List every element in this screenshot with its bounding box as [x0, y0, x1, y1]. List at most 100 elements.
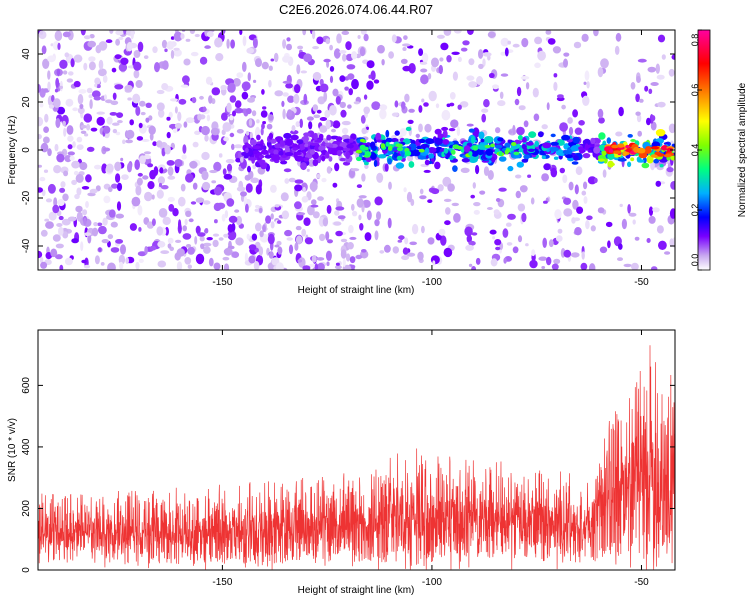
- spectrogram-cell: [554, 209, 562, 220]
- spectrogram-cell: [235, 237, 244, 246]
- spectrogram-cell: [227, 82, 236, 93]
- spectrogram-cell: [441, 126, 449, 131]
- spectrogram-cell: [52, 234, 61, 242]
- spectrogram-cell: [283, 132, 292, 139]
- spectrogram-cell: [361, 173, 366, 182]
- spectrogram-cell: [124, 84, 133, 92]
- spectrogram-y-label: Frequency (Hz): [7, 116, 18, 185]
- spectrogram-cell: [619, 203, 623, 208]
- spectrogram-cell: [287, 95, 295, 103]
- spectrogram-cell: [67, 151, 76, 156]
- spectrogram-cell: [434, 137, 444, 146]
- spectrogram-cell: [300, 162, 307, 171]
- spectrogram-cell: [43, 169, 49, 173]
- spectrogram-cell: [284, 178, 290, 184]
- spectrogram-cell: [297, 45, 304, 50]
- spectrogram-cell: [271, 154, 281, 162]
- spectrogram-cell: [351, 78, 359, 90]
- spectrogram-cell: [213, 186, 223, 196]
- spectrogram-cell: [347, 104, 352, 109]
- spectrogram-cell: [83, 113, 93, 123]
- spectrogram-cell: [137, 172, 143, 177]
- spectrogram-cell: [387, 158, 392, 165]
- colorbar-tick-label: 0.8: [690, 34, 700, 47]
- spectrogram-cell: [258, 207, 263, 214]
- spectrogram-cell: [570, 252, 580, 258]
- spectrogram-cell: [43, 126, 49, 133]
- spectrogram-cell: [412, 149, 421, 157]
- spectrogram-cell: [652, 207, 660, 213]
- spectrogram-cell: [630, 139, 636, 142]
- spectrogram-cell: [137, 251, 147, 257]
- spectrogram-cell: [39, 176, 46, 182]
- spectrogram-cell: [572, 109, 578, 118]
- spectrogram-cell: [442, 130, 448, 138]
- spectrogram-cell: [443, 30, 452, 36]
- spectrogram-cell: [105, 163, 114, 173]
- spectrogram-cell: [647, 66, 657, 73]
- spectrogram-cell: [557, 228, 563, 234]
- spectrogram-cell: [93, 96, 102, 101]
- spectrogram-cell: [387, 217, 392, 229]
- spectrogram-cell: [438, 64, 443, 75]
- spectrogram-cell: [494, 144, 503, 149]
- spectrogram-cell: [261, 89, 265, 95]
- spectrogram-cell: [344, 86, 349, 91]
- spectrogram-cell: [149, 133, 154, 141]
- spectrogram-cell: [143, 151, 152, 155]
- spectrogram-cell: [498, 156, 507, 162]
- spectrogram-cell: [507, 40, 512, 45]
- spectrogram-cell: [102, 74, 108, 83]
- spectrogram-cell: [371, 101, 381, 110]
- spectrogram-cell: [38, 134, 42, 140]
- spectrogram-cell: [106, 116, 113, 125]
- spectrogram-cell: [495, 127, 501, 134]
- spectrogram-cell: [194, 130, 201, 135]
- spectrogram-cell: [408, 161, 415, 168]
- spectrogram-cell: [129, 119, 134, 126]
- spectrogram-cell: [210, 127, 220, 136]
- spectrogram-cell: [597, 207, 605, 214]
- spectrogram-cell: [466, 234, 472, 243]
- spectrogram-cell: [319, 83, 329, 93]
- spectrogram-cell: [268, 114, 274, 121]
- spectrogram-cell: [627, 204, 631, 214]
- spectrogram-cell: [374, 219, 380, 227]
- spectrogram-cell: [250, 177, 260, 184]
- spectrogram-cell: [385, 137, 393, 143]
- spectrogram-cell: [156, 89, 165, 95]
- spectrogram-cell: [254, 208, 260, 212]
- spectrogram-cell: [650, 121, 657, 131]
- spectrogram-cell: [286, 237, 293, 241]
- spectrogram-cell: [655, 180, 662, 187]
- spectrogram-cell: [158, 109, 165, 118]
- spectrogram-cell: [607, 160, 614, 168]
- spectrogram-cell: [359, 223, 364, 231]
- spectrogram-cell: [516, 126, 525, 136]
- spectrogram-cell: [468, 128, 475, 133]
- spectrogram-cell: [232, 78, 241, 87]
- spectrogram-cell: [202, 106, 207, 112]
- spectrogram-cell: [220, 84, 227, 91]
- spectrogram-cell: [461, 158, 470, 163]
- spectrogram-cell: [497, 137, 504, 142]
- spectrogram-cell: [339, 157, 346, 162]
- spectrogram-cell: [574, 227, 582, 236]
- spectrogram-cell: [248, 255, 256, 264]
- spectrogram-cell: [394, 130, 400, 136]
- spectrogram-cell: [550, 167, 558, 178]
- spectrogram-cell: [255, 58, 262, 68]
- spectrogram-cell: [339, 75, 346, 82]
- spectrogram-cell: [47, 70, 51, 80]
- spectrogram-cell: [156, 189, 164, 199]
- spectrogram-cell: [168, 204, 175, 212]
- spectrogram-cell: [532, 87, 539, 98]
- spectrogram-cell: [82, 209, 88, 216]
- spectrogram-cell: [244, 174, 251, 181]
- spectrogram-cell: [599, 246, 608, 254]
- spectrogram-cell: [178, 219, 182, 230]
- spectrogram-cell: [478, 63, 484, 70]
- spectrogram-cell: [202, 200, 211, 205]
- spectrogram-cell: [388, 181, 392, 190]
- spectrogram-cell: [482, 58, 486, 67]
